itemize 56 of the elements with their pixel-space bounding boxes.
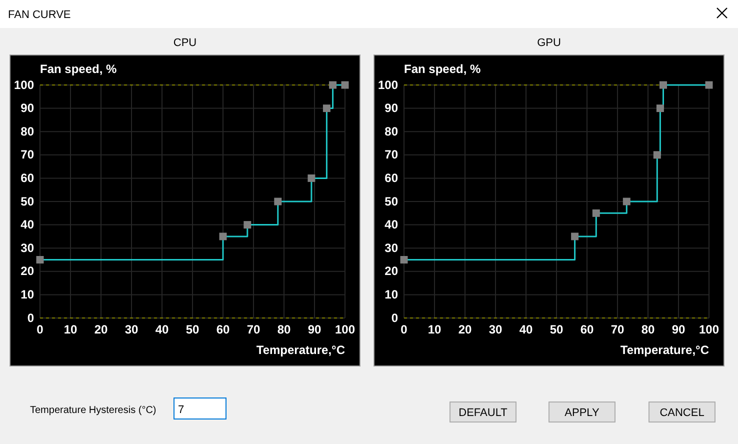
x-tick-label: 60 [216,322,230,337]
y-tick-label: 80 [20,124,34,138]
y-tick-label: 60 [20,171,34,186]
y-tick-label: 100 [14,78,34,92]
text: Temperature Hysteresis (°C) [30,405,156,416]
x-tick-label: 60 [580,322,594,337]
x-tick-label: 90 [308,322,322,337]
x-tick-label: 80 [641,322,655,337]
y-tick-label: 70 [20,148,34,162]
y-tick-label: 0 [27,310,34,325]
x-tick-label: 70 [246,322,260,337]
button: APPLY [548,402,616,422]
y-tick-label: 50 [384,194,398,208]
x-tick-label: 30 [488,322,502,337]
y-tick-label: 60 [384,171,398,186]
y-tick-label: 20 [384,264,398,278]
y-tick-label: 70 [384,148,398,162]
y-tick-label: 50 [20,194,34,208]
x-tick-label: 50 [550,322,564,337]
x-tick-label: 40 [519,322,533,337]
x-tick-label: 10 [428,322,442,337]
button: CANCEL [648,402,716,422]
x-tick-label: 40 [155,322,169,337]
y-tick-label: 0 [391,310,398,325]
y-tick-label: 10 [20,288,34,302]
text: FAN CURVE [8,9,71,21]
x-tick-label: 90 [672,322,686,337]
text-field: 7 [174,398,226,420]
x-tick-label: 50 [186,322,200,337]
y-tick-label: 100 [378,78,398,92]
x-tick-label: 80 [277,322,291,337]
y-tick-label: 80 [384,124,398,138]
x-tick-label: 70 [610,322,624,337]
x-tick-label: 100 [698,322,720,337]
x-axis-title: Temperature,°C [620,343,710,357]
y-axis-title: Fan speed, % [404,62,482,76]
y-tick-label: 40 [20,218,34,232]
x-tick-label: 0 [400,322,408,337]
y-axis-title: Fan speed, % [40,62,118,76]
x-tick-label: 20 [458,322,472,337]
y-tick-label: 90 [384,101,398,116]
y-tick-label: 20 [20,264,34,278]
y-tick-label: 30 [20,240,34,255]
x-tick-label: 20 [94,322,108,337]
y-tick-label: 40 [384,218,398,232]
chart-title: CPU [173,37,197,49]
x-tick-label: 0 [36,322,44,337]
x-tick-label: 10 [64,322,78,337]
button: DEFAULT [450,402,516,422]
y-tick-label: 30 [384,240,398,255]
x-axis-title: Temperature,°C [256,343,346,357]
chart-title: GPU [537,37,561,49]
x-tick-label: 30 [124,322,138,337]
y-tick-label: 10 [384,288,398,302]
y-tick-label: 90 [20,101,34,116]
x-tick-label: 100 [334,322,356,337]
